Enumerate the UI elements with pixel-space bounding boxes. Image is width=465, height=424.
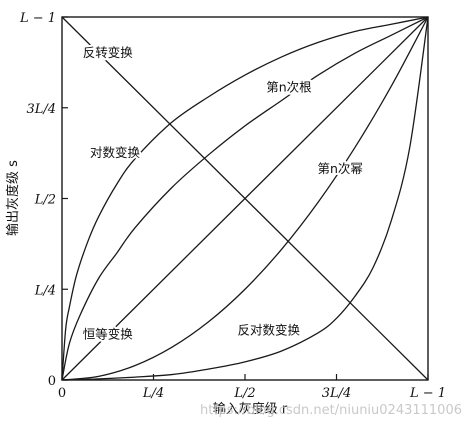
y-tick-label: L − 1 [19,11,56,26]
curve-log [61,16,429,381]
x-tick-label: L/4 [142,386,164,401]
curve-nth-power [61,16,429,381]
curve-label-halo: 恒等变换 [83,326,134,341]
y-tick-label: L/4 [34,283,56,298]
curve-label-negative: 反转变换 [83,45,134,60]
curve-label-halo: 反转变换 [83,45,134,60]
y-tick-label: L/2 [34,193,56,208]
curve-label-halo: 第n次幂 [317,161,362,176]
x-tick-label: 0 [58,386,66,401]
curve-label-halo: 第n次根 [266,79,312,94]
x-tick-label: L/2 [233,386,255,401]
curve-nth-root [61,16,429,381]
curve-label-halo: 反对数变换 [238,323,301,338]
y-tick-label: 3L/4 [26,102,56,117]
curve-label-identity: 恒等变换 [83,326,134,341]
y-axis-title: 输出灰度级 s [5,160,21,236]
watermark: https://blog.csdn.net/niuniu0243111006 [200,403,462,418]
x-axis-title: 输入灰度级 r [213,401,288,417]
curve-label-nth-power: 第n次幂 [317,161,362,176]
curve-inverse-log [61,16,429,381]
x-tick-label: L − 1 [409,386,446,401]
curve-label-halo: 对数变换 [90,145,141,160]
y-tick-label: 0 [48,374,56,389]
curve-label-log: 对数变换 [90,145,141,160]
curve-identity [61,16,429,381]
x-tick-label: 3L/4 [322,386,352,401]
curve-label-inverse-log: 反对数变换 [238,323,301,338]
curve-label-nth-root: 第n次根 [266,79,312,94]
